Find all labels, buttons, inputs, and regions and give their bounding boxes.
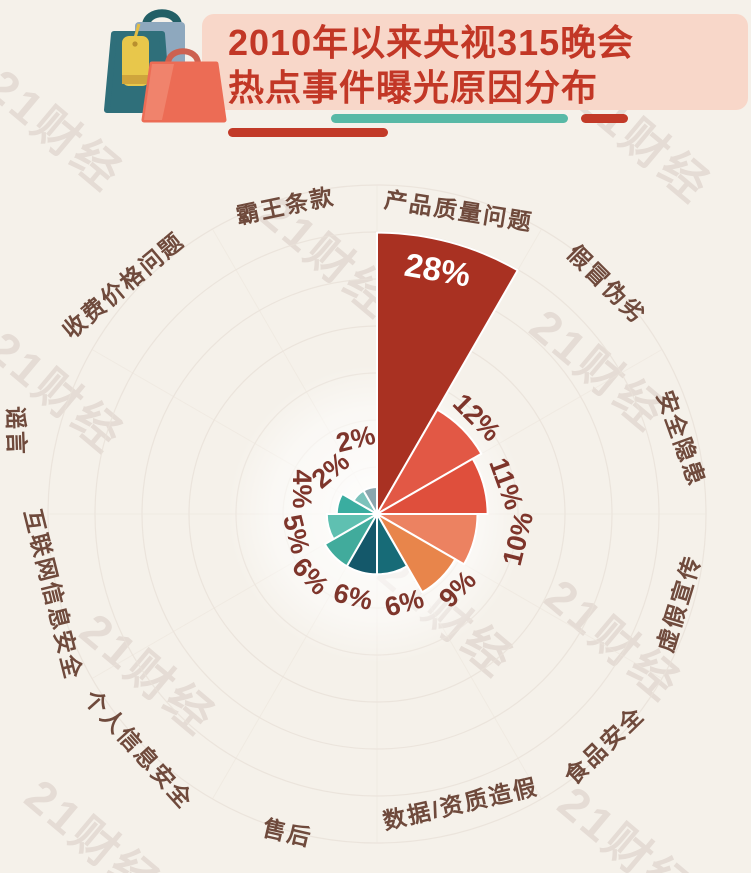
chart-sector-5 (376, 513, 457, 594)
chart-sector-1 (376, 231, 519, 515)
yellow-tag (122, 36, 149, 86)
chart-sector-9 (325, 513, 378, 541)
chart-sector-8 (323, 513, 378, 568)
yellow-tag-band (122, 75, 149, 84)
underline-teal-bar (331, 114, 568, 123)
chart-sector-3 (376, 457, 489, 515)
bag-handle-dark (142, 9, 182, 27)
coral-bag-highlight (144, 64, 174, 120)
underline-red-bar (228, 128, 388, 137)
title-panel: 2010年以来央视315晚会 热点事件曝光原因分布 (202, 14, 748, 110)
header: 2010年以来央视315晚会 热点事件曝光原因分布 (0, 0, 751, 150)
chart-sector-4 (376, 513, 479, 566)
chart-sector-12 (362, 485, 378, 515)
tag-string (133, 23, 141, 39)
shopping-bags-icon (104, 9, 227, 123)
value-label-10: 4% (287, 469, 317, 508)
page-title-line-2: 热点事件曝光原因分布 (228, 67, 599, 108)
coral-bag-handle (165, 48, 201, 65)
underline-red-dash (581, 114, 628, 123)
tag-hole (132, 41, 138, 47)
rose-sectors (323, 231, 519, 594)
chart-sector-2 (376, 408, 483, 515)
page-title-line-1: 2010年以来央视315晚会 (228, 22, 635, 63)
